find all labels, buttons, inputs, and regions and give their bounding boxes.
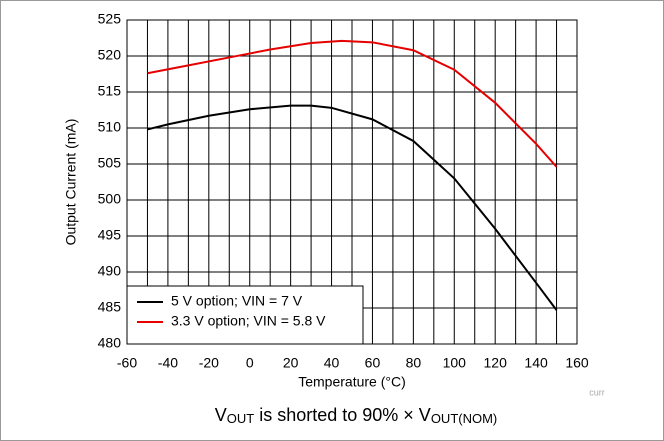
legend: [126, 285, 364, 345]
y-tick-label: 510: [98, 119, 122, 135]
x-tick-label: 100: [443, 355, 467, 371]
watermark: curr: [589, 387, 605, 397]
x-tick-label: -60: [117, 355, 137, 371]
note-subscript: OUT(NOM): [431, 411, 497, 426]
legend-label: 3.3 V option; VIN = 5.8 V: [171, 313, 326, 329]
y-tick-label: 520: [98, 47, 122, 63]
legend-label: 5 V option; VIN = 7 V: [171, 293, 303, 309]
y-tick-label: 495: [98, 227, 122, 243]
line: [147, 39, 558, 168]
note-text: is shorted to 90% × V: [254, 405, 431, 425]
x-tick-label: -40: [158, 355, 178, 371]
y-tick-label: 490: [98, 263, 122, 279]
x-tick-label: 0: [246, 355, 254, 371]
note-subscript: OUT: [227, 411, 255, 426]
y-tick-label: 515: [98, 83, 122, 99]
y-tick-label: 525: [98, 11, 122, 27]
x-tick-label: 60: [365, 355, 381, 371]
x-axis-label: Temperature (°C): [298, 374, 406, 390]
y-tick-label: 500: [98, 191, 122, 207]
y-tick-label: 485: [98, 299, 122, 315]
note-text: V: [215, 405, 227, 425]
line: [147, 104, 558, 311]
x-tick-label: 80: [406, 355, 422, 371]
x-tick-label: 160: [565, 355, 589, 371]
y-tick-label: 480: [98, 335, 122, 351]
x-tick-label: 120: [484, 355, 508, 371]
x-tick-label: 40: [324, 355, 340, 371]
x-tick-label: -20: [199, 355, 219, 371]
x-tick-label: 140: [524, 355, 548, 371]
y-tick-label: 505: [98, 155, 122, 171]
y-axis-label: Output Current (mA): [63, 119, 79, 246]
note: VOUT is shorted to 90% × VOUT(NOM): [215, 405, 498, 426]
x-tick-label: 20: [283, 355, 299, 371]
